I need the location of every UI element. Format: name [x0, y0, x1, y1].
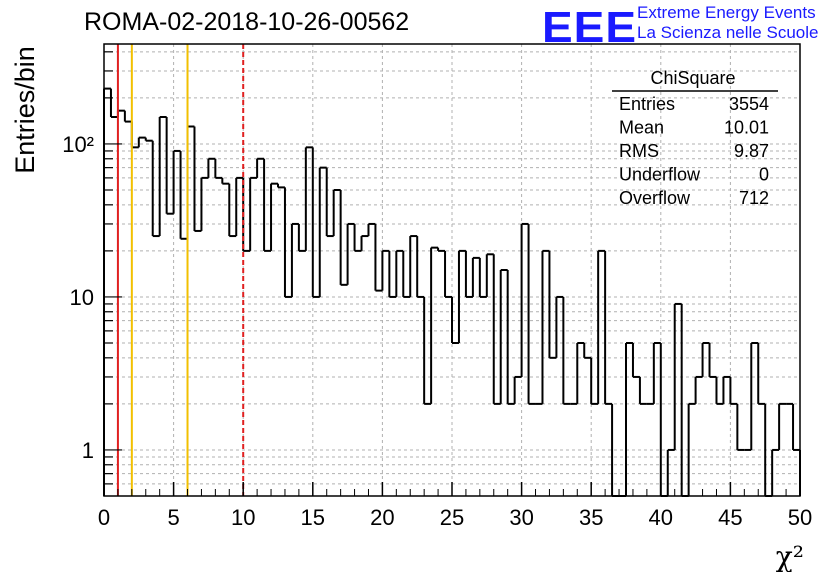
stats-value: 0: [759, 165, 769, 185]
x-tick-label: 35: [579, 505, 603, 530]
stats-value: 712: [739, 188, 769, 208]
axis-layer: 0 5 10 15 20 25 30 35 40 45 50 1 10 10²: [62, 51, 812, 530]
stats-label: Underflow: [619, 165, 701, 185]
stats-value: 10.01: [724, 118, 769, 138]
y-tick-label: 10: [70, 285, 94, 310]
x-tick-label: 0: [98, 505, 110, 530]
stats-value: 3554: [729, 94, 769, 114]
run-title: ROMA-02-2018-10-26-00562: [84, 8, 410, 36]
x-tick-label: 5: [167, 505, 179, 530]
histogram-layer: [103, 87, 801, 497]
logo-tagline-2: La Scienza nelle Scuole: [637, 23, 819, 42]
logo-tagline-1: Extreme Energy Events: [637, 3, 816, 22]
y-tick-label: 10²: [62, 132, 94, 157]
stats-title: ChiSquare: [650, 68, 735, 88]
x-axis-label: χ²: [776, 540, 804, 572]
x-tick-label: 15: [301, 505, 325, 530]
x-tick-label: 20: [370, 505, 394, 530]
stats-value: 9.87: [734, 141, 769, 161]
x-tick-label: 10: [231, 505, 255, 530]
x-tick-label: 25: [440, 505, 464, 530]
x-tick-label: 40: [649, 505, 673, 530]
stats-label: Overflow: [619, 188, 691, 208]
x-tick-label: 30: [509, 505, 533, 530]
y-axis-label: Entries/bin: [10, 46, 40, 174]
grid-layer: [104, 44, 800, 496]
stats-label: Mean: [619, 118, 664, 138]
x-tick-label: 50: [788, 505, 812, 530]
stats-box: ChiSquare Entries 3554 Mean 10.01 RMS 9.87 Unde…: [612, 68, 778, 208]
stats-label: RMS: [619, 141, 659, 161]
y-tick-label: 1: [82, 438, 94, 463]
stats-label: Entries: [619, 94, 675, 114]
threshold-lines: [116, 44, 245, 496]
x-tick-label: 45: [718, 505, 742, 530]
